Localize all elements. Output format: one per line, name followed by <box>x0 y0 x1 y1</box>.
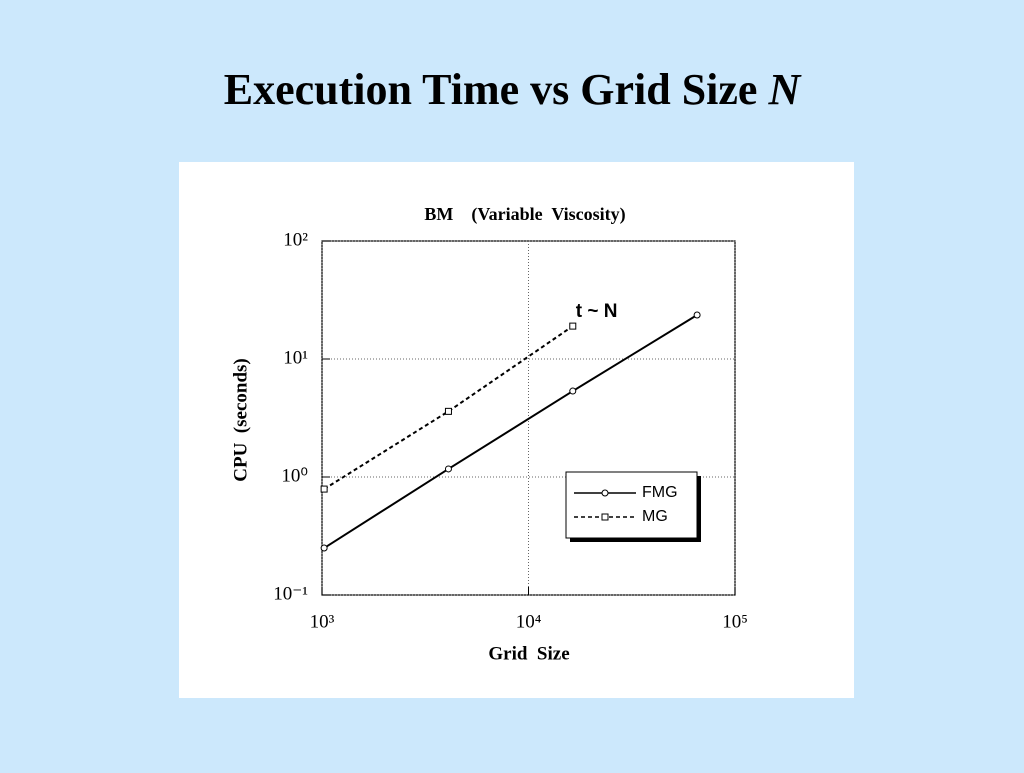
y-tick-label: 10⁻¹ <box>273 583 308 604</box>
y-tick-label: 10² <box>283 229 308 250</box>
slide-title: Execution Time vs Grid Size N <box>224 65 803 114</box>
x-tick-label: 10⁵ <box>722 611 748 632</box>
data-point <box>569 322 577 330</box>
chart-title: BM (Variable Viscosity) <box>424 204 625 225</box>
y-tick-label: 10⁰ <box>281 465 308 486</box>
data-point <box>444 407 452 415</box>
chart: BM (Variable Viscosity) Grid Size CPU (s… <box>230 204 747 664</box>
data-point <box>693 311 701 319</box>
legend-marker <box>601 489 609 497</box>
legend-box <box>565 471 698 539</box>
legend-marker <box>601 513 609 521</box>
slide-title-text: Execution Time vs Grid Size <box>224 65 758 114</box>
chart-panel <box>179 162 854 698</box>
y-tick-label: 10¹ <box>283 347 308 368</box>
data-point <box>320 485 328 493</box>
series-line <box>323 314 698 549</box>
legend-label: FMG <box>642 484 678 501</box>
x-tick-label: 10³ <box>310 611 335 632</box>
data-point <box>569 387 577 395</box>
x-axis-label: Grid Size <box>488 643 569 664</box>
data-point <box>444 465 452 473</box>
y-axis-label: CPU (seconds) <box>230 358 251 482</box>
annotation: t ~ N <box>576 301 618 322</box>
legend-label: MG <box>642 508 668 525</box>
x-tick-label: 10⁴ <box>516 611 542 632</box>
slide-title-emphasis: N <box>767 65 802 114</box>
data-point <box>320 544 328 552</box>
series-line <box>323 325 574 490</box>
